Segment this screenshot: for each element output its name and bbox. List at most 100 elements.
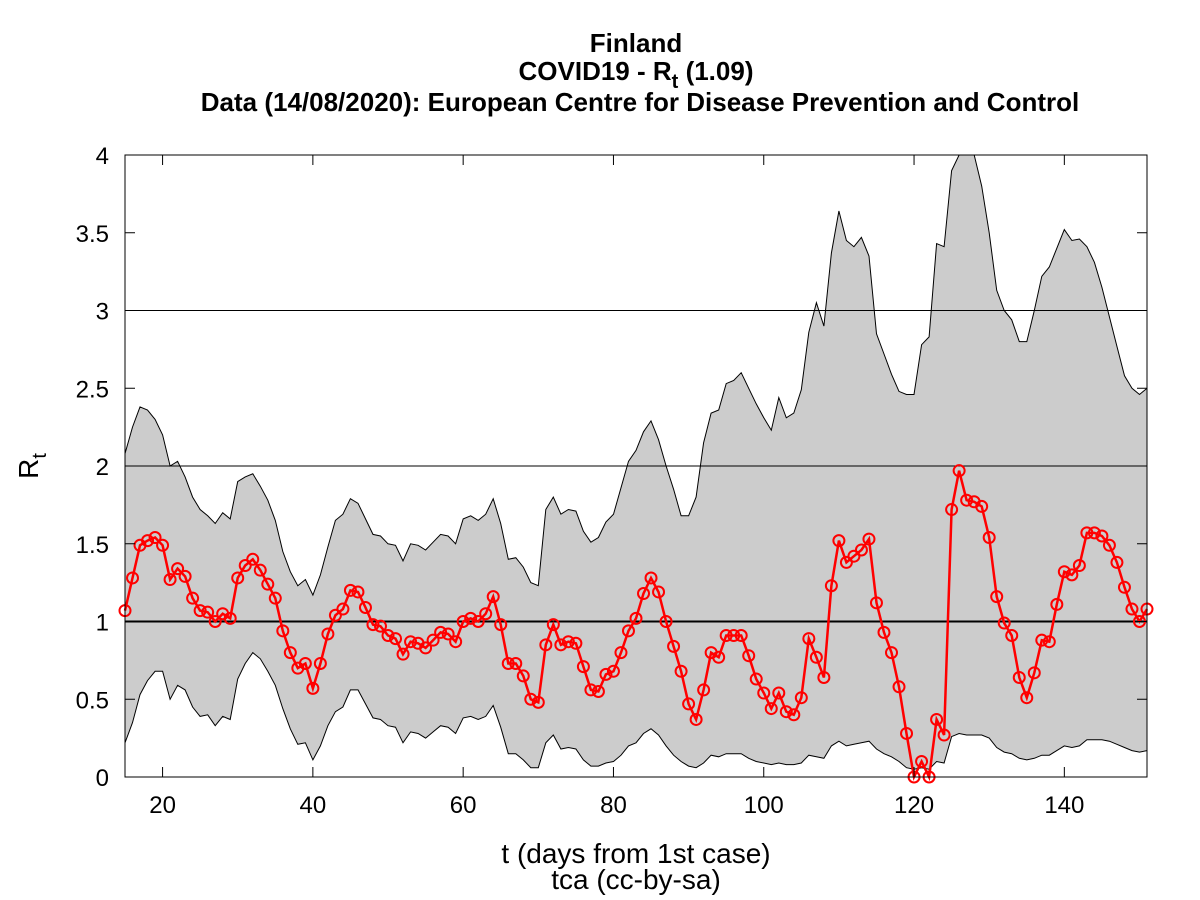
rt-point — [982, 531, 996, 545]
rt-point — [824, 579, 838, 593]
rt-point — [832, 534, 846, 548]
rt-point — [404, 635, 418, 649]
rt-point — [494, 618, 508, 632]
rt-point — [509, 656, 523, 670]
y-axis-ticks: 0 0.5 1 1.5 2 2.5 3 3.5 4 — [76, 143, 1147, 792]
rt-point — [794, 691, 808, 705]
rt-point — [328, 608, 342, 622]
rt-point — [426, 633, 440, 647]
rt-point — [306, 681, 320, 695]
y-axis-label-main: R — [13, 459, 44, 479]
rt-point — [193, 604, 207, 618]
rt-point — [366, 618, 380, 632]
rt-point — [757, 686, 771, 700]
rt-point — [1117, 580, 1131, 594]
rt-point — [945, 503, 959, 517]
rt-point — [637, 587, 651, 601]
chart-title-source: Data (14/08/2020): European Centre for D… — [201, 87, 1079, 117]
rt-point — [246, 552, 260, 566]
rt-point — [862, 532, 876, 546]
rt-point — [1095, 529, 1109, 543]
rt-point — [374, 619, 387, 633]
rt-point — [1042, 635, 1056, 649]
rt-point — [892, 680, 906, 694]
rt-point — [900, 726, 914, 740]
rt-point — [1027, 666, 1041, 680]
rt-point — [171, 562, 185, 576]
rt-point — [712, 650, 726, 664]
rt-point — [787, 708, 801, 722]
rt-point — [268, 591, 282, 605]
x-tick-label: 120 — [894, 792, 934, 819]
rt-point — [381, 628, 395, 642]
rt-point — [1012, 670, 1026, 684]
rt-point — [126, 571, 140, 585]
rt-point — [697, 683, 711, 697]
chart-title-main-prefix: COVID19 - R — [519, 56, 672, 86]
rt-point — [1035, 633, 1049, 647]
x-axis-label: t (days from 1st case) — [501, 838, 770, 869]
chart-title-country: Finland — [590, 28, 682, 58]
y-tick-label: 0 — [96, 765, 109, 792]
y-tick-label: 2 — [96, 454, 109, 481]
rt-point — [449, 635, 463, 649]
rt-point — [802, 632, 816, 646]
rt-point — [561, 635, 575, 649]
rt-point — [779, 705, 793, 719]
x-tick-label: 60 — [450, 792, 477, 819]
x-tick-label: 140 — [1044, 792, 1084, 819]
rt-point — [930, 712, 944, 726]
rt-point — [501, 656, 515, 670]
rt-point — [223, 611, 237, 625]
rt-point — [584, 683, 598, 697]
rt-point — [531, 695, 545, 709]
chart-title-main-subscript: t — [672, 71, 679, 93]
confidence-band — [125, 155, 1147, 770]
rt-point — [749, 672, 763, 686]
y-tick-label: 0.5 — [76, 687, 109, 714]
rt-point — [1057, 565, 1071, 579]
rt-point — [456, 615, 470, 628]
x-tick-label: 100 — [744, 792, 784, 819]
rt-point — [727, 628, 741, 642]
rt-point — [351, 585, 365, 599]
rt-series-points — [118, 464, 1154, 784]
rt-point — [606, 664, 620, 678]
rt-point — [659, 615, 673, 628]
rt-point — [231, 571, 245, 585]
chart-titles: Finland COVID19 - Rt (1.09) Data (14/08/… — [201, 28, 1079, 117]
rt-point — [336, 602, 350, 616]
rt-point — [847, 549, 861, 563]
rt-point — [1005, 628, 1019, 642]
y-axis-label-subscript: t — [29, 453, 51, 459]
rt-point — [614, 646, 628, 660]
rt-point — [141, 534, 155, 548]
rt-point — [621, 624, 635, 638]
rt-point — [516, 669, 530, 683]
rt-point — [546, 618, 560, 632]
chart-title-main-value: (1.09) — [686, 56, 754, 86]
rt-point — [276, 624, 290, 638]
rt-point — [629, 611, 643, 625]
rt-point — [990, 590, 1004, 604]
rt-point — [839, 555, 853, 569]
rt-point — [396, 647, 410, 661]
y-tick-label: 3.5 — [76, 221, 109, 248]
rt-point — [854, 543, 868, 557]
rt-point — [358, 601, 372, 615]
rt-point — [1110, 555, 1124, 569]
rt-point — [952, 464, 966, 478]
rt-point — [569, 636, 583, 650]
rt-point — [434, 625, 448, 639]
rt-point — [1087, 526, 1101, 540]
rt-point — [644, 571, 658, 585]
rt-point — [1050, 597, 1064, 611]
rt-point — [253, 563, 267, 577]
rt-point — [464, 611, 478, 625]
y-axis-label-group: Rt — [13, 453, 51, 479]
rt-point — [539, 638, 553, 652]
rt-point — [208, 615, 222, 628]
y-tick-label: 4 — [96, 143, 109, 170]
rt-point — [885, 646, 898, 660]
